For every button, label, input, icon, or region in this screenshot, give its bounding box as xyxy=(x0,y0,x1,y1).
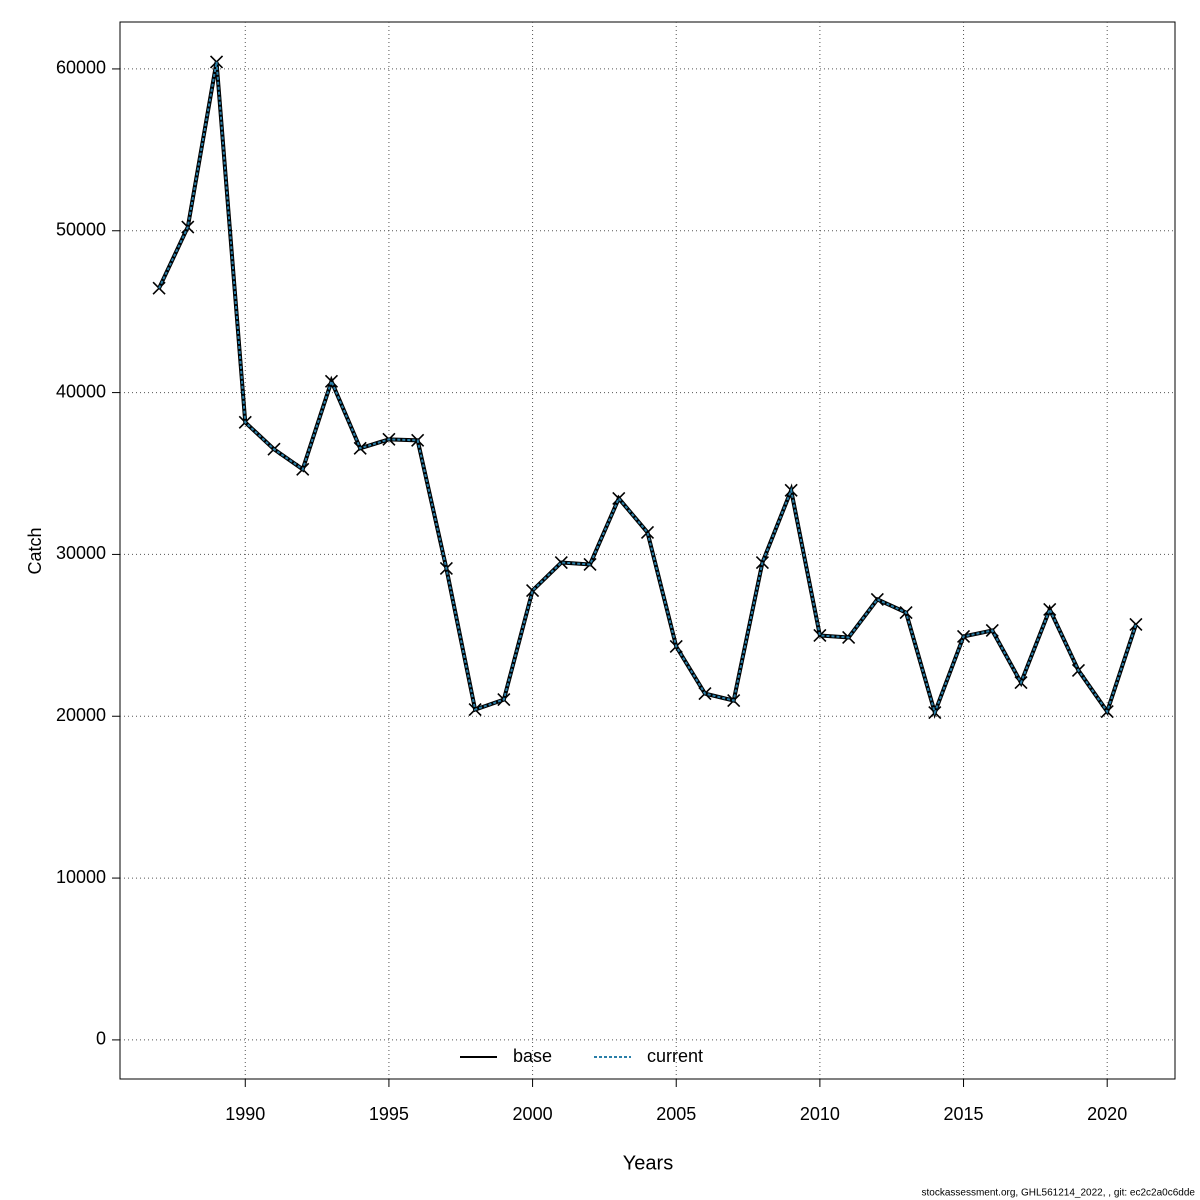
point-marker xyxy=(1129,617,1143,632)
y-tick-label: 0 xyxy=(96,1029,106,1049)
y-tick-label: 10000 xyxy=(56,867,106,887)
point-marker xyxy=(1043,602,1057,617)
legend-label: current xyxy=(647,1046,703,1066)
point-marker xyxy=(870,592,884,606)
x-tick-label: 2015 xyxy=(944,1104,984,1124)
y-tick-label: 20000 xyxy=(56,705,106,725)
x-tick-label: 2010 xyxy=(800,1104,840,1124)
footer: stockassessment.org, GHL561214_2022, , g… xyxy=(921,1188,1195,1199)
y-tick-label: 60000 xyxy=(56,58,106,78)
x-tick-label: 2005 xyxy=(656,1104,696,1124)
plot-frame xyxy=(119,21,1176,1080)
legend-label: base xyxy=(513,1046,552,1066)
point-marker xyxy=(813,628,827,643)
point-marker xyxy=(324,374,339,388)
point-marker xyxy=(640,525,655,539)
y-tick-label: 50000 xyxy=(56,220,106,240)
point-marker xyxy=(526,583,540,598)
point-marker xyxy=(554,555,568,570)
x-tick-label: 1995 xyxy=(369,1104,409,1124)
x-tick-label: 2020 xyxy=(1087,1104,1127,1124)
x-tick-label: 1990 xyxy=(225,1104,265,1124)
x-tick-label: 2000 xyxy=(513,1104,553,1124)
series-line xyxy=(158,61,1137,716)
y-tick-label: 30000 xyxy=(56,543,106,563)
x-axis-label: Years xyxy=(623,1152,673,1174)
y-tick-label: 40000 xyxy=(56,381,106,401)
y-axis-label: Catch xyxy=(25,527,45,574)
series-line xyxy=(157,61,1138,719)
